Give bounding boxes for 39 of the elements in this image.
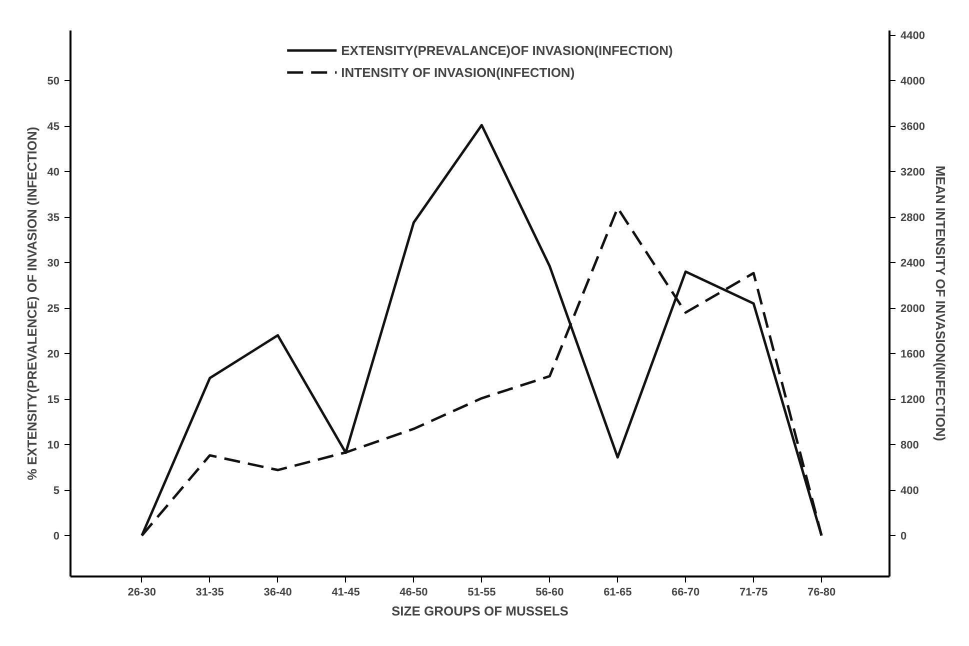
- y-tick-label: 25: [47, 303, 60, 316]
- y2-tick-label: 4000: [900, 76, 925, 88]
- y2-tick-label: 3600: [900, 121, 925, 134]
- x-tick-label: 56-60: [536, 586, 564, 598]
- y2-tick-label: 1200: [900, 394, 925, 406]
- x-axis-title: SIZE GROUPS OF MUSSELS: [392, 604, 569, 618]
- x-tick-label: 26-30: [128, 586, 156, 598]
- x-tick-label: 46-50: [400, 586, 428, 598]
- legend-label: EXTENSITY(PREVALANCE)OF INVASION(INFECTION): [341, 42, 673, 58]
- y2-tick-label: 2800: [900, 212, 925, 224]
- x-tick-label: 31-35: [196, 586, 224, 598]
- y2-tick-label: 400: [900, 485, 919, 498]
- y-tick-label: 40: [47, 166, 60, 179]
- x-tick-label: 66-70: [672, 586, 700, 598]
- y2-tick-label: 0: [900, 530, 907, 543]
- y2-tick-label: 2400: [900, 258, 925, 270]
- y-axis-title: % EXTENSITY(PREVALENCE) OF INVASION (INFECTION): [24, 126, 40, 480]
- y-tick-label: 50: [47, 76, 60, 88]
- x-tick-label: 76-80: [807, 586, 836, 598]
- y-tick-label: 15: [47, 394, 60, 406]
- y2-tick-label: 1600: [900, 348, 925, 361]
- y-tick-label: 20: [47, 348, 60, 361]
- y-tick-label: 10: [47, 440, 60, 452]
- y2-tick-label: 2000: [900, 303, 925, 316]
- y-tick-label: 35: [47, 212, 60, 224]
- y-tick-label: 30: [47, 258, 60, 270]
- y-tick-label: 0: [53, 530, 60, 543]
- y2-tick-label: 3200: [900, 166, 925, 179]
- y2-axis-title: MEAN INTENSITY OF INVASION(INFECTION): [932, 166, 948, 442]
- x-tick-label: 51-55: [468, 586, 496, 598]
- x-tick-label: 61-65: [604, 586, 632, 598]
- legend-label: INTENSITY OF INVASION(INFECTION): [341, 64, 575, 80]
- y-tick-label: 45: [47, 121, 60, 134]
- x-tick-label: 71-75: [740, 586, 768, 598]
- y2-tick-label: 800: [900, 440, 919, 452]
- x-tick-label: 36-40: [264, 586, 292, 598]
- y-tick-label: 5: [53, 485, 60, 498]
- y2-tick-label: 4400: [900, 30, 925, 42]
- x-tick-label: 41-45: [332, 586, 360, 598]
